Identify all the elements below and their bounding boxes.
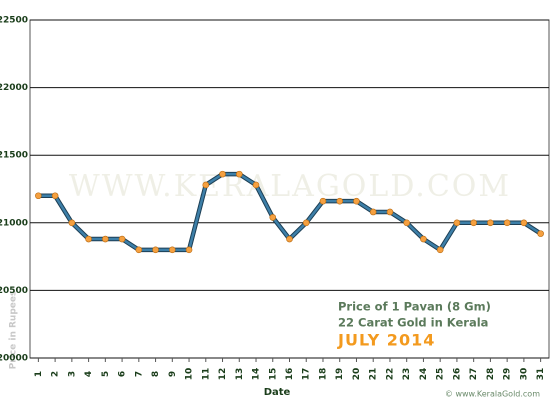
x-tick-label: 28: [486, 368, 496, 381]
x-tick-label: 11: [201, 368, 211, 381]
watermark: WWW.KERALAGOLD.COM: [69, 169, 511, 204]
x-tick-label: 27: [469, 368, 479, 381]
x-tick-label: 4: [84, 371, 94, 377]
point: [520, 219, 528, 227]
x-tick-label: 21: [369, 368, 379, 381]
x-tick-label: 15: [268, 368, 278, 381]
point: [51, 192, 59, 200]
point: [135, 246, 143, 254]
x-tick-label: 16: [285, 368, 295, 381]
y-tick-label: 20000: [0, 354, 28, 364]
point: [369, 208, 377, 216]
point: [68, 219, 76, 227]
point: [487, 219, 494, 227]
x-tick-label: 3: [67, 371, 77, 377]
x-tick-label: 9: [168, 371, 178, 377]
point: [470, 219, 477, 227]
point: [537, 230, 544, 237]
point: [503, 219, 511, 227]
point: [235, 170, 243, 178]
point: [219, 170, 226, 178]
x-tick-label: 24: [419, 368, 429, 381]
point: [336, 197, 344, 205]
point: [302, 219, 310, 227]
y-tick-label: 21500: [0, 151, 28, 161]
x-tick-label: 17: [302, 368, 312, 381]
x-tick-label: 22: [385, 368, 395, 381]
x-tick-label: 13: [235, 368, 245, 381]
point: [252, 181, 260, 189]
point: [286, 235, 293, 243]
point: [353, 197, 360, 205]
x-tick-label: 10: [185, 368, 195, 381]
x-tick-label: 8: [151, 371, 161, 377]
x-tick-label: 14: [252, 368, 262, 381]
x-tick-label: 6: [118, 371, 128, 377]
y-tick-label: 21000: [0, 218, 28, 228]
credit: © www.KeralaGold.com: [445, 390, 540, 399]
point: [386, 208, 394, 216]
point: [403, 219, 410, 227]
point: [102, 235, 109, 243]
x-tick-label: 25: [436, 368, 446, 381]
x-tick-label: 18: [318, 368, 328, 381]
point: [35, 192, 42, 200]
x-tick-label: 19: [335, 368, 345, 381]
point: [269, 214, 277, 221]
x-tick-label: 1: [34, 371, 44, 377]
x-tick-label: 29: [503, 368, 513, 381]
annotation: Price of 1 Pavan (8 Gm): [338, 300, 491, 314]
x-tick-label: 12: [218, 368, 228, 381]
y-tick-label: 22500: [0, 16, 28, 26]
point: [319, 197, 327, 205]
point: [85, 235, 92, 243]
point: [169, 246, 176, 254]
x-tick-label: 31: [536, 368, 546, 381]
annotation: 22 Carat Gold in Kerala: [338, 316, 488, 330]
point: [185, 246, 193, 254]
annotation: JULY 2014: [337, 331, 435, 350]
x-tick-label: 20: [352, 368, 362, 381]
x-tick-label: 26: [452, 368, 462, 381]
point: [420, 235, 427, 243]
point: [118, 235, 126, 243]
x-tick-label: 23: [402, 368, 412, 381]
point: [453, 219, 461, 227]
x-tick-label: 7: [134, 371, 144, 377]
y-tick-label: 22000: [0, 83, 28, 93]
y-axis-label: Price in Rupees: [9, 291, 19, 370]
x-tick-label: 5: [101, 371, 111, 377]
x-tick-label: 30: [519, 368, 529, 381]
x-axis-label: Date: [264, 387, 291, 398]
point: [202, 181, 210, 189]
point: [152, 246, 159, 254]
y-tick-label: 20500: [0, 286, 28, 296]
point: [436, 246, 444, 254]
x-tick-label: 2: [51, 371, 61, 377]
